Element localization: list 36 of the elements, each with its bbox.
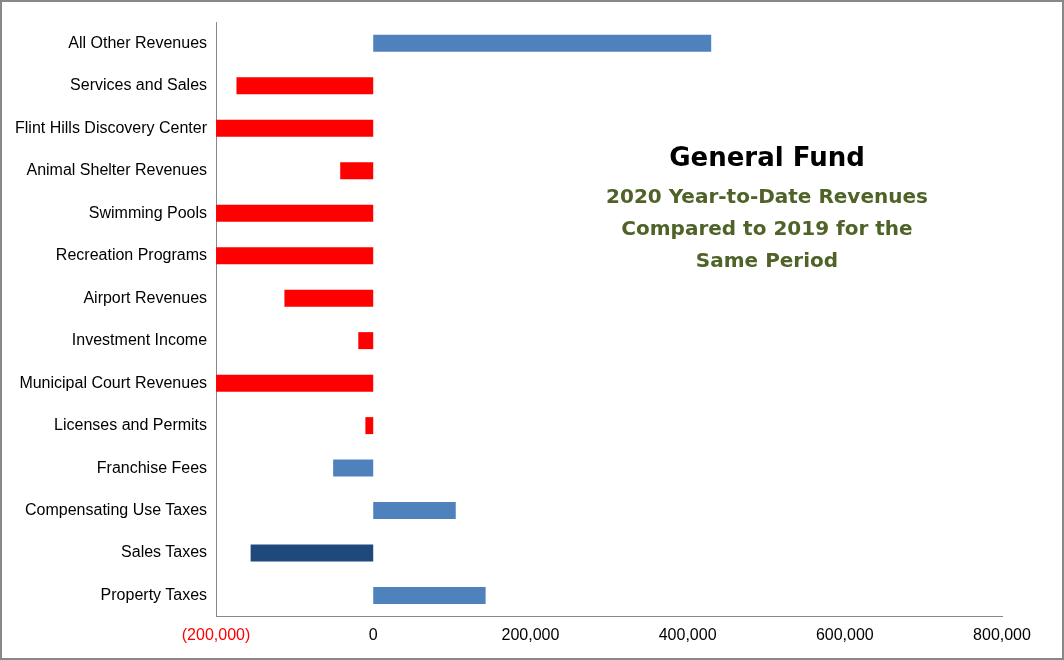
x-tick-label: 200,000	[501, 625, 560, 643]
bar	[373, 34, 712, 52]
y-tick-label: All Other Revenues	[68, 33, 208, 51]
bar	[236, 77, 374, 95]
x-tick-label: (200,000)	[181, 625, 251, 643]
bar	[216, 119, 374, 137]
bar	[365, 417, 374, 435]
y-tick-label: Swimming Pools	[88, 203, 208, 221]
y-tick-label: Licenses and Permits	[54, 416, 208, 434]
bar	[216, 374, 374, 392]
y-tick-label: Municipal Court Revenues	[19, 373, 208, 391]
y-tick-label: Airport Revenues	[83, 288, 208, 306]
x-tick-label: 800,000	[973, 625, 1032, 643]
bar	[373, 587, 486, 605]
bar	[358, 332, 374, 350]
y-tick-label: Franchise Fees	[96, 458, 208, 476]
y-tick-label: Recreation Programs	[55, 246, 208, 264]
y-tick-label: Sales Taxes	[121, 543, 208, 561]
text: 2020 Year-to-Date Revenues Compared to 2019 for the Same Period	[605, 183, 929, 274]
y-tick-label: Animal Shelter Revenues	[26, 161, 208, 179]
bar	[284, 289, 374, 307]
y-tick-label: Compensating Use Taxes	[25, 500, 208, 518]
bar	[216, 204, 374, 222]
bar	[373, 502, 456, 520]
bar	[333, 459, 374, 477]
y-tick-label: Investment Income	[71, 331, 208, 349]
bar	[216, 247, 374, 265]
y-tick-label: Flint Hills Discovery Center	[14, 118, 208, 136]
x-tick-label: 0	[368, 625, 378, 643]
y-tick-label: Services and Sales	[70, 76, 208, 94]
bar	[250, 544, 374, 562]
x-tick-label: 400,000	[658, 625, 717, 643]
text: General Fund	[668, 142, 866, 172]
bar	[340, 162, 374, 180]
y-tick-label: Property Taxes	[100, 585, 208, 603]
x-tick-label: 600,000	[815, 625, 874, 643]
